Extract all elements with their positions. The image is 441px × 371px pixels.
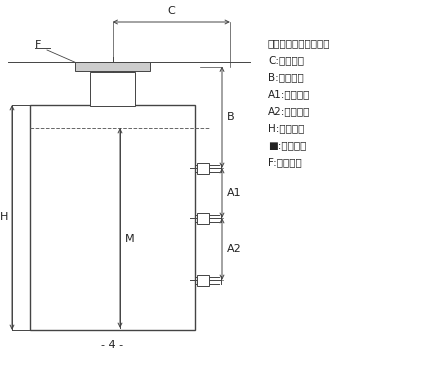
Text: M: M [125,234,135,244]
Text: B: B [227,112,235,122]
Text: C:横向距离: C:横向距离 [268,55,304,65]
Bar [75,62,150,71]
Text: - 4 -: - 4 - [101,340,123,350]
Text: F:法兰尺寸: F:法兰尺寸 [268,157,302,167]
Text: A2:安装距离: A2:安装距离 [268,106,310,116]
Text: A2: A2 [227,244,242,254]
Bar [197,275,209,286]
Text: A1:安装距离: A1:安装距离 [268,89,310,99]
Text: 用户须提供以下参数：: 用户须提供以下参数： [268,38,330,48]
Text: C: C [168,6,175,16]
Bar [90,72,135,106]
Bar [197,213,209,223]
Text: A1: A1 [227,188,242,198]
Text: F: F [35,40,41,50]
Bar [30,105,195,330]
Bar [197,162,209,174]
Text: ■:测量范围: ■:测量范围 [268,140,306,150]
Text: H:安装高度: H:安装高度 [268,123,304,133]
Text: B:安装距离: B:安装距离 [268,72,304,82]
Text: H: H [0,213,8,223]
